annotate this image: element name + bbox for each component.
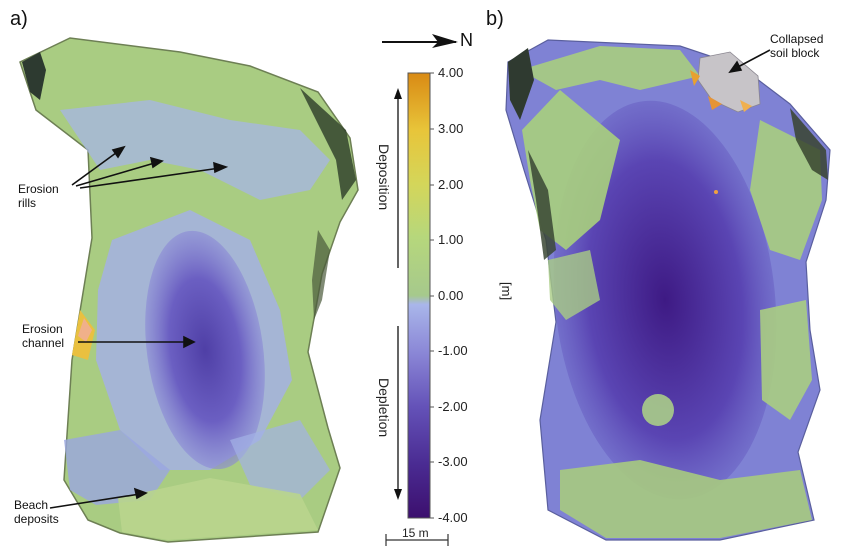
annotation-erosion-rills: Erosion rills (18, 182, 59, 210)
annotation-arrow-b (728, 49, 771, 74)
colorbar-tick-label: 0.00 (438, 288, 464, 303)
annotation-erosion-channel: Erosion channel (22, 322, 65, 350)
panel-a-label: a) (10, 8, 28, 30)
annotation-beach-deposits: Beach deposits (14, 498, 59, 526)
colorbar-tick-label: -3.00 (438, 454, 468, 469)
scale-bar (385, 534, 449, 546)
north-arrow-icon (382, 34, 458, 48)
panel-b-map (505, 39, 831, 541)
panel-b-label: b) (486, 8, 504, 30)
panel-a-map (19, 37, 359, 543)
colorbar (394, 72, 434, 519)
colorbar-tick-label: -1.00 (438, 343, 468, 358)
north-label: N (460, 30, 473, 50)
colorbar-tick-label: -4.00 (438, 510, 468, 525)
deposition-label: Deposition (376, 144, 392, 211)
colorbar-tick-label: 4.00 (438, 65, 464, 80)
annotation-arrows-a (49, 145, 229, 509)
annotation-collapsed-soil-block: Collapsed soil block (770, 32, 824, 60)
scale-bar-label: 15 m (402, 526, 429, 540)
colorbar-tick-label: 3.00 (438, 121, 464, 136)
depletion-label: Depletion (376, 378, 392, 438)
colorbar-tick-label: -2.00 (438, 399, 468, 414)
colorbar-tick-label: 2.00 (438, 177, 464, 192)
colorbar-tick-label: 1.00 (438, 232, 464, 247)
colorbar-unit-label: [m] (499, 282, 514, 301)
